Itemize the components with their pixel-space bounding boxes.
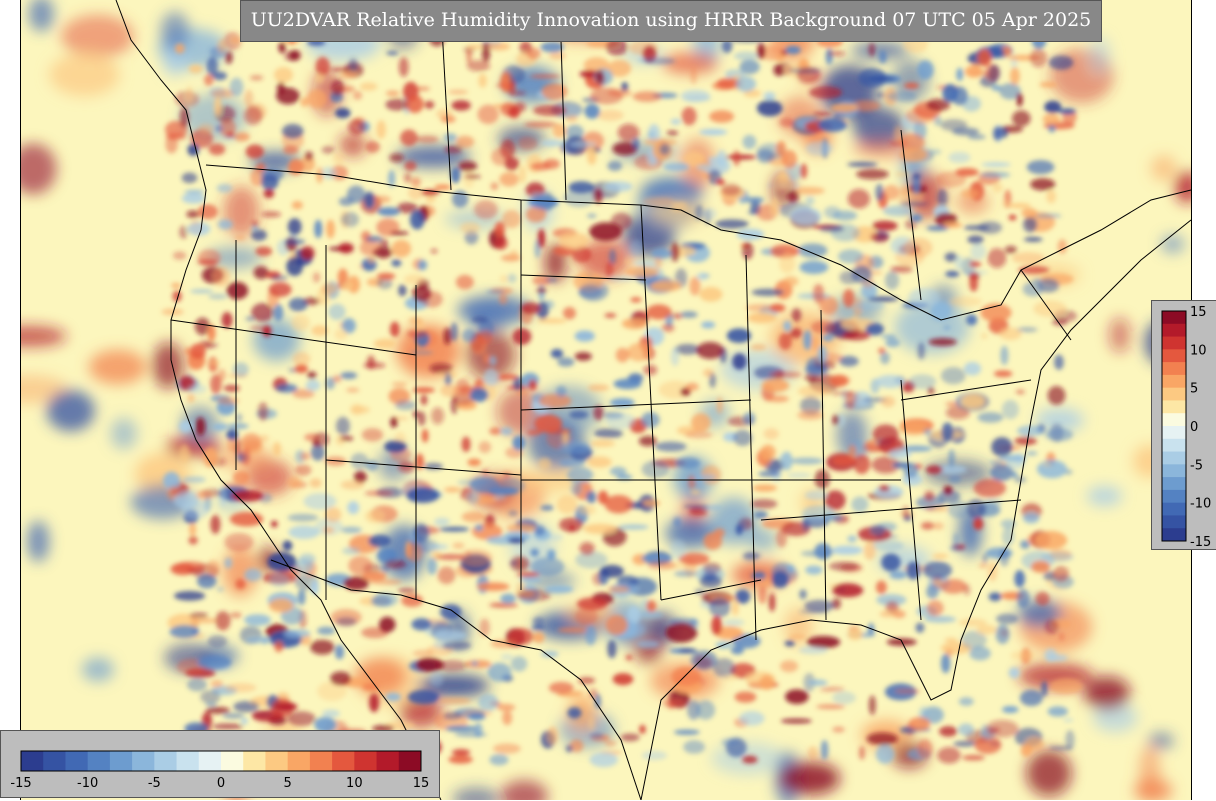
colorbar-frame xyxy=(20,750,422,772)
colorbar-swatch xyxy=(87,751,111,771)
colorbar-swatch xyxy=(1162,477,1186,491)
colorbar-tick-label: -15 xyxy=(10,776,31,791)
colorbar-tick-label: -10 xyxy=(1190,497,1211,512)
colorbar-swatch xyxy=(1162,311,1186,325)
map-title: UU2DVAR Relative Humidity Innovation usi… xyxy=(240,0,1102,42)
colorbar-swatch xyxy=(1162,502,1186,516)
colorbar-swatch xyxy=(265,751,289,771)
vertical-colorbar-ramp: 15 10 5 0 -5 -10 -15 xyxy=(1161,305,1211,550)
colorbar-swatch xyxy=(1162,387,1186,401)
colorbar-swatch xyxy=(1162,349,1186,363)
vertical-colorbar: 15 10 5 0 -5 -10 -15 xyxy=(1151,300,1216,550)
colorbar-swatch xyxy=(1162,362,1186,376)
canada-border xyxy=(205,164,1191,321)
colorbar-swatch xyxy=(1162,489,1186,504)
colorbar-swatch xyxy=(1162,400,1186,414)
colorbar-swatch xyxy=(1162,323,1186,338)
gulf-coast xyxy=(640,219,1191,800)
colorbar-tick-label: 0 xyxy=(1190,420,1198,435)
colorbar-tick-label: 10 xyxy=(1190,343,1207,358)
horizontal-colorbar-ramp: -15 -10 -5 0 5 10 15 xyxy=(10,750,430,791)
colorbar-swatch xyxy=(354,751,378,771)
colorbar-swatch xyxy=(398,751,422,771)
colorbar-swatch xyxy=(176,751,200,771)
colorbar-frame xyxy=(1161,310,1187,542)
colorbar-swatch xyxy=(1162,438,1186,453)
innovation-map xyxy=(20,0,1192,800)
colorbar-tick-label: -10 xyxy=(77,776,98,791)
colorbar-swatch xyxy=(1162,426,1186,440)
colorbar-tick-label: -15 xyxy=(1190,535,1211,549)
coastline xyxy=(115,0,442,800)
map-canvas xyxy=(21,0,1191,800)
colorbar-tick-label: 5 xyxy=(284,776,292,791)
colorbar-swatch xyxy=(1162,374,1186,389)
mexico-border xyxy=(270,559,642,800)
colorbar-tick-label: 15 xyxy=(1190,305,1207,320)
colorbar-swatch xyxy=(221,751,244,771)
colorbar-swatch xyxy=(65,751,89,771)
colorbar-swatch xyxy=(1162,464,1186,478)
horizontal-colorbar: -15 -10 -5 0 5 10 15 xyxy=(0,730,440,798)
colorbar-swatch xyxy=(376,751,400,771)
colorbar-tick-label: 0 xyxy=(217,776,225,791)
colorbar-swatch xyxy=(332,751,355,771)
colorbar-swatch xyxy=(287,751,311,771)
colorbar-swatch xyxy=(1162,528,1186,542)
colorbar-swatch xyxy=(1162,451,1186,465)
colorbar-swatch xyxy=(43,751,66,771)
colorbar-swatch xyxy=(309,751,333,771)
colorbar-swatch xyxy=(1162,515,1186,529)
colorbar-swatch xyxy=(132,751,155,771)
colorbar-tick-label: 5 xyxy=(1190,382,1198,397)
colorbar-tick-label: 10 xyxy=(346,776,363,791)
colorbar-swatch xyxy=(243,751,266,771)
colorbar-tick-label: 15 xyxy=(413,776,430,791)
colorbar-swatch xyxy=(109,751,133,771)
colorbar-swatch xyxy=(21,751,44,771)
colorbar-swatch xyxy=(154,751,178,771)
colorbar-swatch xyxy=(1162,336,1186,350)
colorbar-swatch xyxy=(198,751,222,771)
state-borders xyxy=(115,0,1191,800)
colorbar-swatch xyxy=(1162,413,1186,427)
colorbar-tick-label: -5 xyxy=(1190,458,1203,473)
colorbar-tick-label: -5 xyxy=(148,776,161,791)
